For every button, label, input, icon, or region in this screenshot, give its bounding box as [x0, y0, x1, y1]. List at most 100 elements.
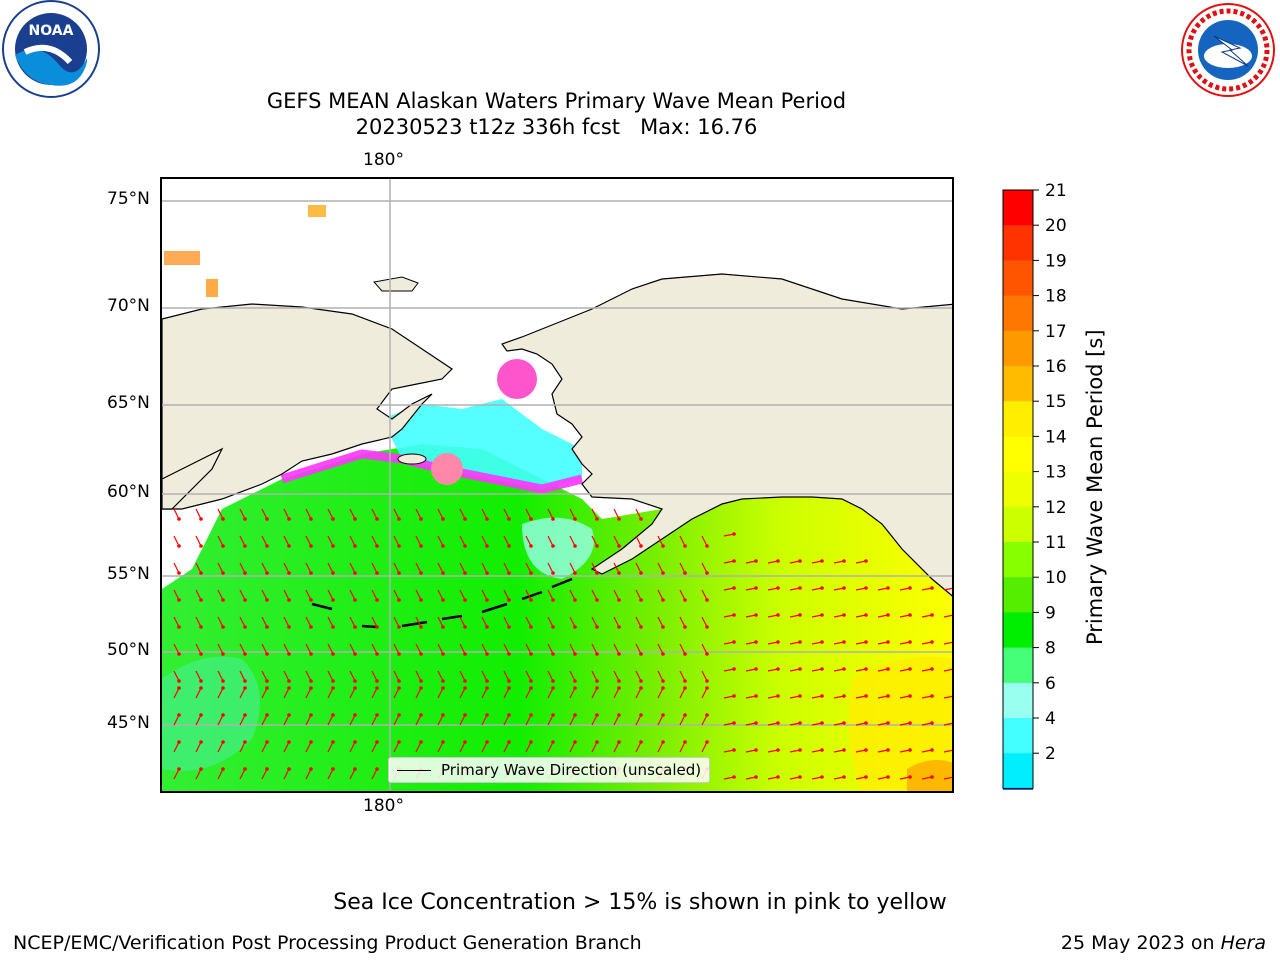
direction-arrow [173, 616, 180, 628]
direction-arrow [459, 670, 466, 682]
direction-arrow [327, 643, 334, 655]
direction-arrow-head [265, 767, 269, 771]
direction-arrow-head [930, 613, 934, 617]
legend-line-swatch [397, 769, 431, 771]
lat-label-45: 45°N [107, 713, 150, 733]
direction-arrow-head [551, 686, 555, 690]
direction-arrow [327, 562, 334, 574]
direction-arrow-head [199, 686, 203, 690]
direction-arrow [371, 535, 378, 547]
direction-arrow [437, 643, 444, 655]
direction-arrow [657, 562, 664, 574]
direction-arrow [173, 508, 180, 520]
direction-arrow [547, 714, 554, 726]
direction-arrow [415, 508, 422, 520]
footer-date: 25 May 2023 on Hera [1061, 932, 1266, 954]
direction-arrow [943, 695, 952, 699]
direction-arrow-head [798, 559, 802, 563]
direction-arrow-head [529, 517, 533, 521]
direction-arrow [283, 714, 290, 726]
direction-arrow [349, 643, 356, 655]
direction-arrow [261, 714, 268, 726]
direction-arrow-head [952, 694, 954, 698]
direction-arrow-head [952, 640, 954, 644]
direction-arrow [261, 562, 268, 574]
chart-title: GEFS MEAN Alaskan Waters Primary Wave Me… [0, 88, 1113, 140]
direction-arrow-head [331, 740, 335, 744]
direction-arrow [503, 741, 510, 753]
direction-arrow-head [595, 517, 599, 521]
direction-arrow-head [507, 686, 511, 690]
direction-arrow-head [732, 586, 736, 590]
direction-arrow [239, 714, 246, 726]
direction-arrow [173, 687, 180, 699]
direction-arrow [657, 616, 664, 628]
wave-period-field [162, 444, 952, 791]
direction-arrow [943, 614, 952, 618]
direction-arrow-head [908, 721, 912, 725]
direction-arrow-head [573, 517, 577, 521]
direction-arrow [173, 768, 180, 780]
colorbar-tick-label: 21 [1045, 181, 1067, 201]
direction-arrow-head [732, 775, 736, 779]
direction-arrow-head [551, 517, 555, 521]
direction-arrow [547, 616, 554, 628]
direction-arrow [239, 670, 246, 682]
direction-arrow [547, 741, 554, 753]
direction-arrow [327, 670, 334, 682]
title-line-2: 20230523 t12z 336h fcst Max: 16.76 [355, 115, 758, 139]
direction-arrow-head [309, 517, 313, 521]
direction-arrow-head [199, 625, 203, 629]
colorbar-tick-label: 16 [1045, 357, 1067, 377]
direction-arrow [349, 562, 356, 574]
direction-arrow-head [221, 598, 225, 602]
direction-arrow-head [842, 559, 846, 563]
direction-arrow-head [842, 667, 846, 671]
direction-arrow-head [886, 640, 890, 644]
direction-arrow-head [754, 694, 758, 698]
direction-arrow-head [776, 613, 780, 617]
direction-arrow-head [287, 713, 291, 717]
direction-arrow [261, 687, 268, 699]
direction-arrow-head [842, 613, 846, 617]
direction-arrow-head [375, 652, 379, 656]
direction-arrow [305, 670, 312, 682]
direction-arrow-head [595, 686, 599, 690]
land-aleutian-islands [311, 577, 573, 629]
direction-arrow [657, 589, 664, 601]
direction-arrow-head [265, 713, 269, 717]
direction-arrow-head [529, 686, 533, 690]
direction-arrow-head [375, 598, 379, 602]
direction-arrow-head [353, 598, 357, 602]
direction-arrow-head [573, 544, 577, 548]
svg-text:NOAA: NOAA [29, 23, 74, 39]
direction-arrow [305, 741, 312, 753]
direction-arrow [679, 562, 686, 574]
direction-arrow-head [595, 652, 599, 656]
direction-arrow-head [331, 544, 335, 548]
direction-arrow-head [776, 748, 780, 752]
direction-arrow-head [309, 740, 313, 744]
footer-date-text: 25 May 2023 on [1060, 932, 1221, 954]
direction-arrow-head [930, 640, 934, 644]
direction-arrow-head [908, 694, 912, 698]
direction-arrow [195, 670, 202, 682]
direction-arrow [679, 714, 686, 726]
direction-arrow [481, 741, 488, 753]
direction-arrow-head [221, 625, 225, 629]
direction-arrow-head [441, 625, 445, 629]
direction-arrow-head [419, 713, 423, 717]
direction-arrow [349, 741, 356, 753]
direction-arrow [503, 643, 510, 655]
direction-arrow [371, 562, 378, 574]
direction-arrow-head [287, 740, 291, 744]
direction-arrow [327, 508, 334, 520]
direction-arrow-head [705, 598, 709, 602]
direction-arrow-head [177, 713, 181, 717]
direction-arrow-head [661, 544, 665, 548]
direction-arrow-head [485, 652, 489, 656]
direction-arrow-head [243, 767, 247, 771]
direction-arrow [415, 616, 422, 628]
direction-arrow-head [243, 571, 247, 575]
direction-arrow-head [930, 748, 934, 752]
